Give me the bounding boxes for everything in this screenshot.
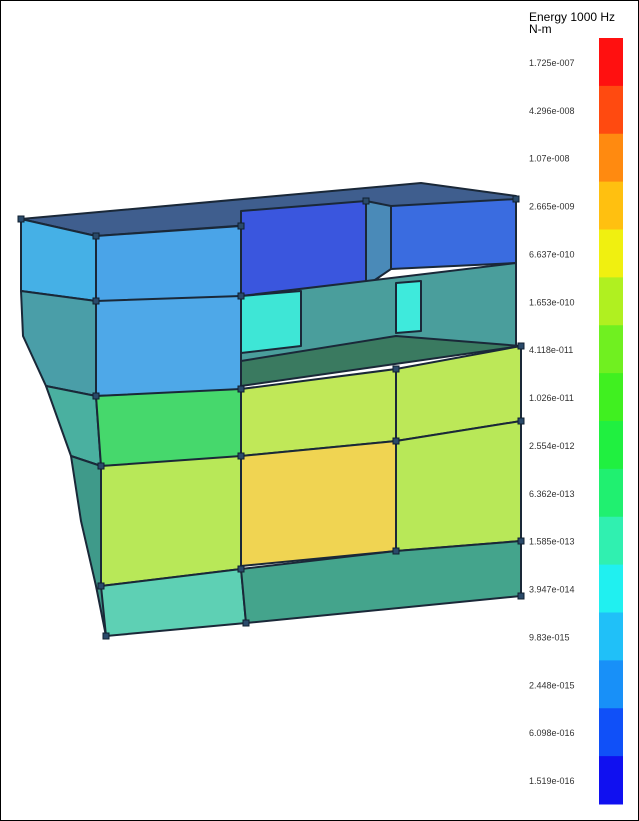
legend-label: 3.947e-014 bbox=[529, 585, 575, 595]
panel bbox=[241, 291, 301, 353]
color-segment bbox=[599, 182, 623, 230]
node bbox=[363, 198, 369, 204]
panel bbox=[396, 281, 421, 333]
legend-label: 1.519e-016 bbox=[529, 776, 575, 786]
color-segment bbox=[599, 134, 623, 182]
node bbox=[93, 393, 99, 399]
node bbox=[98, 583, 104, 589]
color-segment bbox=[599, 708, 623, 756]
color-segment bbox=[599, 421, 623, 469]
color-segment bbox=[599, 613, 623, 661]
panel bbox=[396, 421, 521, 551]
legend-label: 4.296e-008 bbox=[529, 106, 575, 116]
color-segment bbox=[599, 38, 623, 86]
node bbox=[393, 438, 399, 444]
legend-label: 2.554e-012 bbox=[529, 441, 575, 451]
legend-unit: N-m bbox=[529, 22, 552, 36]
legend-label: 6.637e-010 bbox=[529, 249, 575, 259]
node bbox=[513, 196, 519, 202]
color-segment bbox=[599, 660, 623, 708]
node bbox=[18, 216, 24, 222]
color-segment bbox=[599, 277, 623, 325]
viewport: Energy 1000 Hz N-m 1.725e-0074.296e-0081… bbox=[1, 1, 638, 820]
color-segment bbox=[599, 230, 623, 278]
node bbox=[98, 463, 104, 469]
panel bbox=[241, 201, 366, 296]
node bbox=[238, 453, 244, 459]
legend-label: 1.725e-007 bbox=[529, 58, 575, 68]
node bbox=[518, 593, 524, 599]
legend-label: 2.665e-009 bbox=[529, 202, 575, 212]
legend-label: 1.07e-008 bbox=[529, 154, 570, 164]
panel bbox=[96, 226, 241, 301]
legend-label: 2.448e-015 bbox=[529, 680, 575, 690]
model bbox=[21, 183, 521, 636]
node bbox=[518, 418, 524, 424]
node bbox=[243, 620, 249, 626]
legend-label: 9.83e-015 bbox=[529, 632, 570, 642]
panel bbox=[101, 456, 241, 586]
color-segment bbox=[599, 86, 623, 134]
page: Energy 1000 Hz N-m 1.725e-0074.296e-0081… bbox=[0, 0, 639, 821]
node bbox=[393, 548, 399, 554]
node bbox=[518, 343, 524, 349]
node bbox=[238, 386, 244, 392]
panel bbox=[96, 296, 241, 396]
node bbox=[238, 293, 244, 299]
node bbox=[93, 298, 99, 304]
color-segment bbox=[599, 373, 623, 421]
legend-label: 1.585e-013 bbox=[529, 537, 575, 547]
node bbox=[103, 633, 109, 639]
legend-label: 4.118e-011 bbox=[529, 345, 573, 355]
panel bbox=[241, 441, 396, 566]
node bbox=[393, 366, 399, 372]
node bbox=[238, 566, 244, 572]
color-segment bbox=[599, 469, 623, 517]
panel bbox=[21, 291, 96, 396]
node bbox=[518, 538, 524, 544]
color-segment bbox=[599, 517, 623, 565]
color-segment bbox=[599, 756, 623, 804]
color-segment bbox=[599, 565, 623, 613]
legend-label: 6.098e-016 bbox=[529, 728, 575, 738]
panel bbox=[96, 389, 241, 466]
legend-label: 6.362e-013 bbox=[529, 489, 575, 499]
legend-label: 1.026e-011 bbox=[529, 393, 574, 403]
legend-label: 1.653e-010 bbox=[529, 297, 575, 307]
panel bbox=[366, 201, 391, 286]
colorbar: 1.725e-007 4.296e-008 1.07e-008 2.665e-009 6… bbox=[529, 38, 623, 805]
node bbox=[238, 223, 244, 229]
node bbox=[93, 233, 99, 239]
color-segment bbox=[599, 325, 623, 373]
panel bbox=[391, 199, 516, 269]
